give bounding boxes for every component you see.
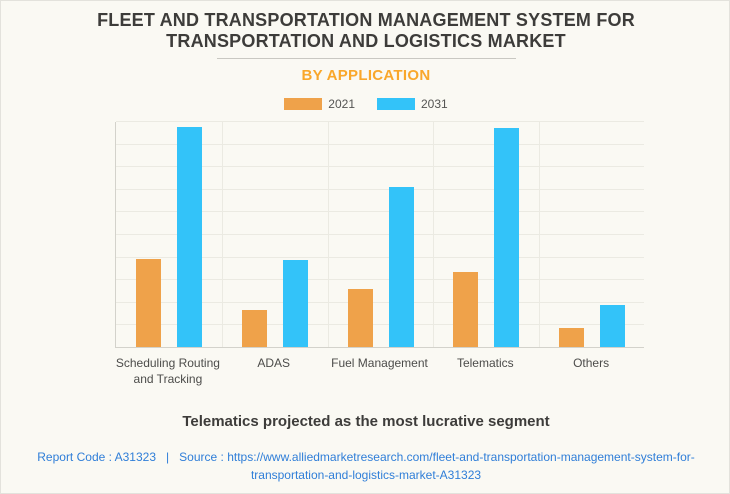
x-axis-label: Fuel Management xyxy=(331,356,428,370)
x-axis-label: Telematics xyxy=(456,356,514,370)
legend-label: 2031 xyxy=(421,97,448,111)
source-link[interactable]: https://www.alliedmarketresearch.com/fle… xyxy=(227,450,695,482)
x-axis-labels: Scheduling Routing and Tracking ADAS Fuel … xyxy=(115,355,644,395)
legend-swatch-2031 xyxy=(377,98,415,110)
v-gridline xyxy=(539,122,541,347)
legend: 2021 2031 xyxy=(1,97,729,111)
v-gridline xyxy=(433,122,435,347)
legend-item-2031[interactable]: 2031 xyxy=(377,97,448,111)
plot-area xyxy=(115,121,644,348)
h-gridline xyxy=(116,121,644,122)
footer-separator: | xyxy=(166,450,170,464)
h-gridline xyxy=(116,234,644,235)
page-title: FLEET AND TRANSPORTATION MANAGEMENT SYST… xyxy=(97,10,635,51)
bar-2021-2 xyxy=(241,309,267,347)
h-gridline xyxy=(116,166,644,168)
source-prefix: Source : xyxy=(179,450,224,464)
x-axis-label: ADAS xyxy=(257,356,291,370)
h-gridline xyxy=(116,188,644,190)
bar-2031-4 xyxy=(494,127,520,347)
chart-footnote: Telematics projected as the most lucrati… xyxy=(182,413,550,430)
x-axis-label: Scheduling Routing and Tracking xyxy=(115,356,220,386)
title-divider xyxy=(217,58,516,59)
h-gridline xyxy=(116,256,644,258)
h-gridline xyxy=(116,211,644,213)
x-axis-label: Others xyxy=(573,356,610,370)
report-code: Report Code : A31323 xyxy=(37,450,157,464)
footer: Report Code : A31323 | Source : https://… xyxy=(16,448,716,484)
chart-subtitle: BY APPLICATION xyxy=(301,67,431,84)
bar-2031-3 xyxy=(388,186,414,347)
bar-2021-5 xyxy=(559,327,585,347)
bar-2021-1 xyxy=(135,258,161,347)
h-gridline xyxy=(116,301,644,303)
bar-2031-1 xyxy=(176,126,202,347)
h-gridline xyxy=(116,324,644,326)
legend-swatch-2021 xyxy=(284,98,323,110)
h-gridline xyxy=(116,143,644,145)
bar-2031-2 xyxy=(282,260,308,347)
v-gridline xyxy=(221,122,223,347)
h-gridline xyxy=(116,279,644,281)
bar-2031-5 xyxy=(600,305,626,347)
legend-item-2021[interactable]: 2021 xyxy=(284,97,355,111)
bar-2021-4 xyxy=(453,272,479,347)
v-gridline xyxy=(327,122,329,347)
bar-2021-3 xyxy=(347,289,373,347)
legend-label: 2021 xyxy=(328,97,355,111)
